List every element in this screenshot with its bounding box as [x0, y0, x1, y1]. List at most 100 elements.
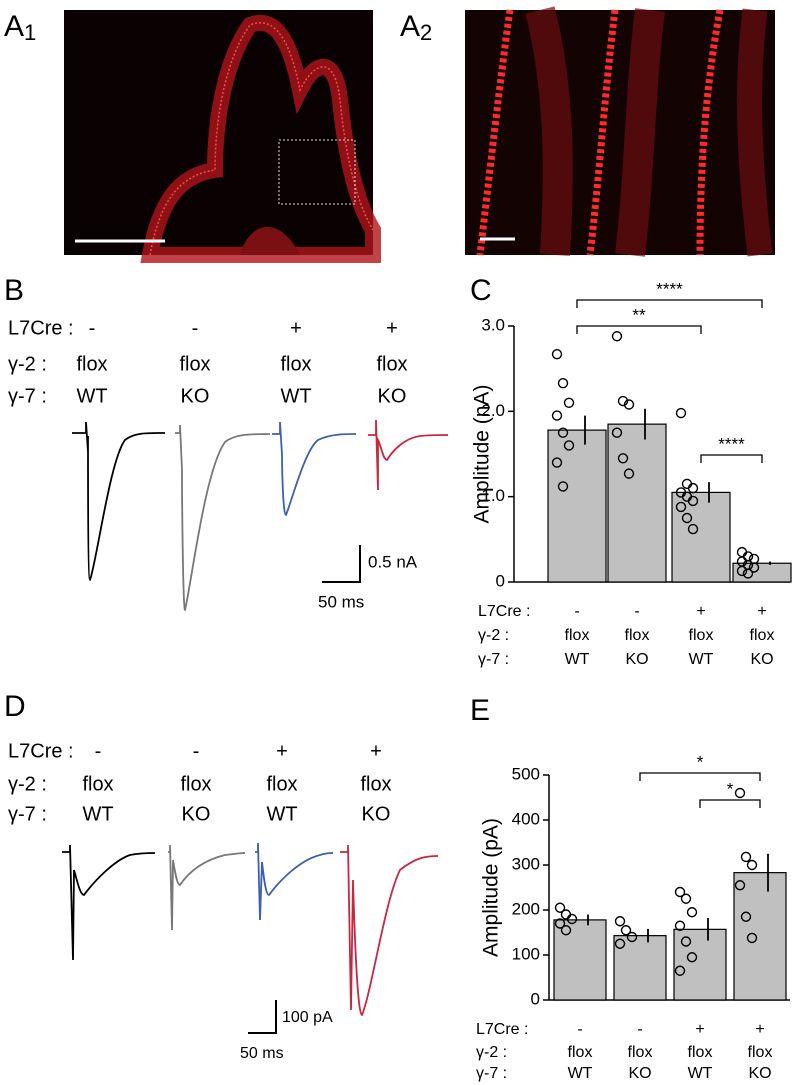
data-point	[675, 501, 687, 513]
data-point	[687, 482, 699, 494]
data-point	[554, 902, 566, 913]
panel-letter: A	[400, 10, 420, 43]
data-point	[563, 397, 575, 408]
genotype-value: WT	[565, 651, 590, 668]
y-tick-label: 100	[512, 944, 540, 963]
y-tick-label: 400	[512, 809, 540, 828]
data-point	[623, 468, 635, 479]
genotype-value: +	[386, 317, 398, 339]
significance-bracket	[576, 325, 702, 334]
y-tick-label: 0	[496, 571, 505, 590]
genotype-value: +	[696, 603, 705, 620]
y-axis-label: Amplitude (nA)	[471, 385, 494, 524]
significance-bracket	[639, 772, 761, 781]
bar	[547, 429, 607, 583]
genotype-row-label: L7Cre :	[476, 1021, 528, 1038]
data-point	[614, 938, 626, 949]
traces-d	[62, 842, 439, 1016]
significance-label: ****	[718, 434, 745, 453]
genotype-value: KO	[378, 385, 407, 407]
y-tick-label: 500	[512, 764, 540, 783]
genotype-value: flox	[179, 353, 210, 375]
genotype-value: KO	[181, 385, 210, 407]
data-point	[742, 568, 754, 579]
data-point	[686, 952, 698, 963]
panel-subscript: 1	[24, 20, 36, 45]
data-point	[748, 562, 760, 573]
significance-label: ****	[656, 279, 683, 298]
data-point	[554, 918, 566, 929]
genotype-value: flox	[565, 627, 590, 644]
data-point	[566, 913, 578, 925]
genotype-value: flox	[748, 1044, 773, 1061]
significance-bracket	[700, 454, 763, 463]
genotype-value: WT	[76, 385, 107, 407]
data-point	[563, 440, 575, 451]
data-point	[680, 936, 692, 947]
panel-letter: A	[4, 10, 24, 43]
genotype-value: WT	[82, 803, 113, 825]
data-point	[680, 893, 692, 904]
genotype-value: WT	[689, 651, 714, 668]
data-point	[740, 851, 752, 863]
bar	[733, 872, 787, 1001]
y-axis-label: Amplitude (pA)	[480, 818, 503, 957]
data-point	[740, 911, 752, 922]
data-point	[687, 495, 699, 507]
data-point	[560, 909, 572, 920]
panel-label: E	[470, 694, 490, 727]
data-point	[557, 481, 569, 492]
genotype-value: flox	[280, 353, 311, 375]
data-point	[620, 925, 632, 936]
scale-label: 50 ms	[318, 592, 364, 611]
genotype-value: WT	[568, 1065, 593, 1082]
significance-label: *	[727, 779, 734, 798]
significance-bracket	[699, 799, 761, 808]
y-tick-label: 0	[531, 989, 540, 1008]
genotype-value: -	[634, 603, 639, 620]
scale-label: 100 pA	[282, 1009, 333, 1026]
genotype-row-label: γ-7 :	[8, 803, 47, 825]
genotype-value: WT	[688, 1065, 713, 1082]
genotype-value: KO	[628, 1065, 651, 1082]
genotype-row-label: γ-2 :	[8, 353, 47, 375]
genotype-row-label: γ-2 :	[478, 627, 509, 644]
genotype-row-label: γ-7 :	[8, 385, 47, 407]
genotype-row-label: γ-2 :	[8, 773, 47, 795]
genotype-row-label: γ-7 :	[476, 1065, 507, 1082]
scale-bar-d	[248, 1000, 277, 1034]
data-point	[551, 348, 563, 360]
panel-label: D	[4, 690, 26, 723]
y-tick-label: 2.0	[481, 401, 505, 420]
data-point	[614, 916, 626, 927]
y-tick-label: 1.0	[481, 486, 505, 505]
bar	[673, 928, 727, 1001]
panel-label: B	[4, 274, 24, 307]
data-point	[734, 880, 746, 891]
data-point	[611, 427, 623, 438]
bar	[671, 491, 731, 583]
scale-bar-b	[322, 545, 361, 583]
data-point	[551, 457, 563, 468]
genotype-value: KO	[748, 1065, 771, 1082]
bar	[607, 423, 667, 583]
data-point	[674, 886, 686, 898]
genotype-value: +	[276, 740, 288, 762]
y-tick-label: 200	[512, 899, 540, 918]
data-point	[734, 787, 746, 799]
genotype-value: flox	[688, 1044, 713, 1061]
genotype-value: -	[95, 740, 102, 762]
y-tick-label: 300	[512, 854, 540, 873]
genotype-value: flox	[628, 1044, 653, 1061]
y-tick-label: 3.0	[481, 315, 505, 334]
genotype-value: -	[637, 1021, 642, 1038]
genotype-value: flox	[82, 773, 113, 795]
genotype-row-label: L7Cre :	[8, 740, 74, 762]
genotype-value: flox	[180, 773, 211, 795]
genotype-value: flox	[76, 353, 107, 375]
data-point	[746, 932, 758, 944]
genotype-value: KO	[362, 803, 391, 825]
panel-label: C	[470, 274, 492, 307]
significance-bracket	[576, 299, 763, 308]
